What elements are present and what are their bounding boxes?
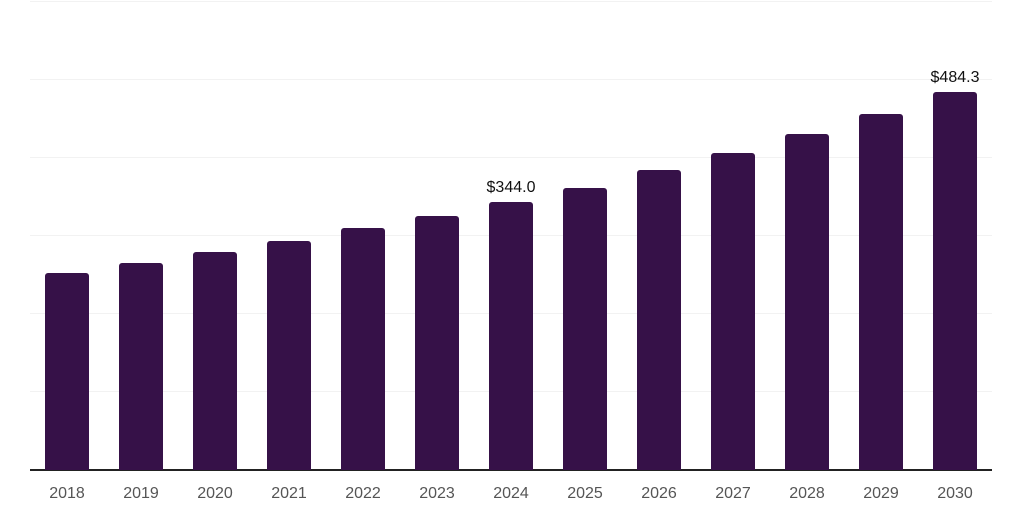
gridline-400 bbox=[30, 157, 992, 159]
bar-2022 bbox=[341, 228, 385, 470]
bar-2021 bbox=[267, 241, 311, 470]
x-axis-tick-labels: 2018 2019 2020 2021 2022 2023 2024 2025 2026 2027… bbox=[30, 485, 992, 503]
bar-band-2020 bbox=[178, 2, 252, 470]
gridline-500 bbox=[30, 79, 992, 80]
x-tick-label-2019: 2019 bbox=[123, 485, 159, 502]
bar-2019 bbox=[119, 263, 163, 470]
x-tick-label-2021: 2021 bbox=[271, 485, 307, 502]
bar-band-2021 bbox=[252, 2, 326, 470]
bar-band-2023 bbox=[400, 2, 474, 470]
bar-2026 bbox=[637, 169, 681, 470]
x-tick-label-2022: 2022 bbox=[345, 485, 381, 502]
bar-2018 bbox=[45, 273, 89, 470]
bar-band-2022 bbox=[326, 2, 400, 470]
bar-2023 bbox=[415, 215, 459, 470]
x-tick-label-2030: 2030 bbox=[937, 485, 973, 502]
x-tick-label-2026: 2026 bbox=[641, 485, 677, 502]
bar-2027 bbox=[711, 152, 755, 470]
bar-2029 bbox=[859, 113, 903, 470]
bar-band-2019 bbox=[104, 2, 178, 470]
gridline-600 bbox=[30, 1, 992, 2]
x-tick-label-2027: 2027 bbox=[715, 485, 751, 502]
bar-2030: $484.3 bbox=[931, 69, 979, 470]
bar-value-label-2030: $484.3 bbox=[930, 69, 980, 87]
x-axis-line bbox=[30, 469, 992, 471]
x-tick-label-2020: 2020 bbox=[197, 485, 233, 502]
bar-band-2026 bbox=[622, 2, 696, 470]
x-tick-label-2018: 2018 bbox=[49, 485, 85, 502]
bar-2024: $344.0 bbox=[487, 179, 535, 470]
bar-2025 bbox=[563, 187, 607, 470]
bar-band-2027 bbox=[696, 2, 770, 470]
bar-2028 bbox=[785, 133, 829, 470]
plot-area: $344.0 $484.3 bbox=[30, 1, 992, 470]
x-tick-label-2024: 2024 bbox=[493, 485, 529, 502]
bar-2020 bbox=[193, 252, 237, 470]
x-tick-label-2029: 2029 bbox=[863, 485, 899, 502]
x-tick-label-2025: 2025 bbox=[567, 485, 603, 502]
x-tick-label-2023: 2023 bbox=[419, 485, 455, 502]
bar-value-label-2024: $344.0 bbox=[486, 178, 536, 196]
bar-band-2030: $484.3 bbox=[918, 2, 992, 470]
bar-band-2018 bbox=[30, 2, 104, 470]
bar-band-2028 bbox=[770, 2, 844, 470]
bar-band-2029 bbox=[844, 2, 918, 470]
bar-band-2024: $344.0 bbox=[474, 2, 548, 470]
bar-band-2025 bbox=[548, 2, 622, 470]
x-tick-label-2028: 2028 bbox=[789, 485, 825, 502]
